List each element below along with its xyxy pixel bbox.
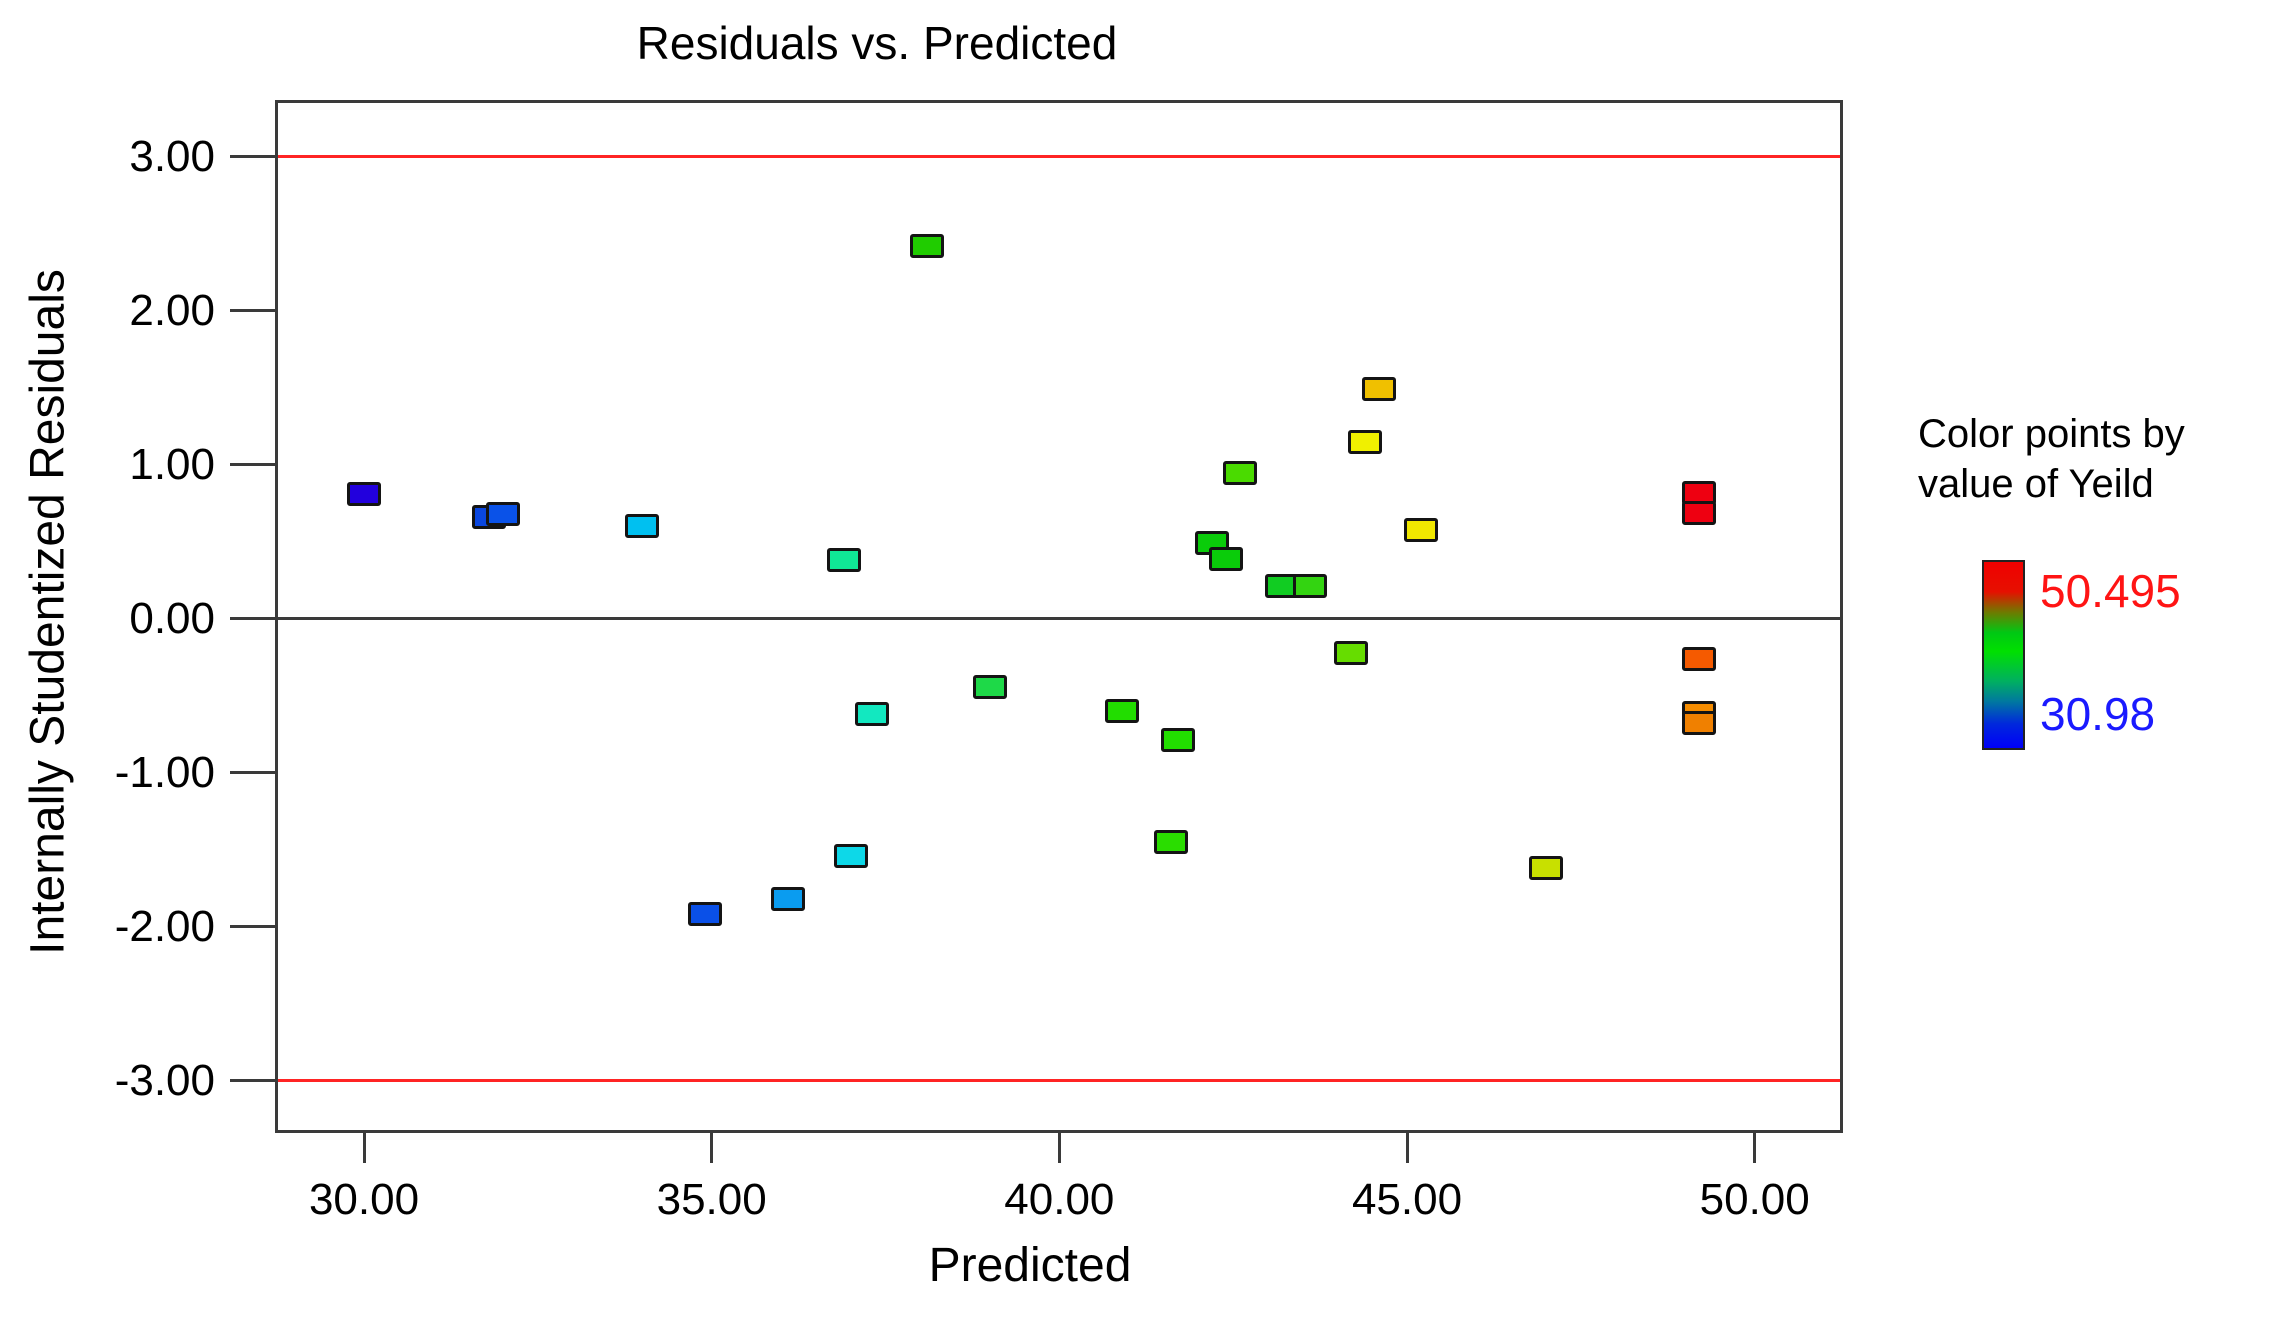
data-point [687,902,722,927]
y-tick-label: 2.00 [129,285,215,335]
legend-title-line2: value of Yeild [1918,462,2154,506]
x-tick-label: 35.00 [656,1175,767,1224]
data-point [910,234,945,259]
data-point [1209,546,1244,571]
y-tick-mark [230,617,275,621]
data-point [1153,830,1188,855]
data-point [771,886,806,911]
data-point [972,674,1007,699]
y-tick-label: -2.00 [114,901,215,951]
x-tick-label: 40.00 [1004,1175,1115,1224]
data-point [486,502,521,527]
data-point [1348,429,1383,454]
legend-title-line1: Color points by [1918,412,2185,456]
data-point [854,702,889,727]
data-point [826,548,861,573]
x-axis-title: Predicted [928,1239,1132,1292]
y-tick-label: 0.00 [129,593,215,643]
legend-min-value: 30.98 [2040,688,2156,740]
data-point [1529,856,1564,881]
data-point [1223,460,1258,485]
x-tick-mark [710,1133,714,1163]
legend-max-value: 50.495 [2040,565,2181,617]
legend-colorbar [1982,560,2025,750]
y-tick-mark [230,155,275,159]
lower-limit-line [278,1079,1840,1083]
x-tick-mark [362,1133,366,1163]
y-tick-mark [230,925,275,929]
zero-residual-line [278,617,1840,621]
data-point [625,514,660,539]
data-point [347,482,381,507]
data-point [1160,728,1195,753]
x-tick-label: 45.00 [1351,1175,1463,1224]
y-tick-label: 1.00 [129,439,215,489]
x-tick-mark [1405,1133,1409,1163]
y-tick-mark [230,309,275,313]
plot-area [275,100,1843,1133]
x-tick-label: 30.00 [308,1175,420,1224]
data-point [1104,699,1139,724]
chart-title: Residuals vs. Predicted [636,17,1118,69]
y-tick-mark [230,771,275,775]
x-tick-mark [1753,1133,1757,1163]
data-point [1403,517,1438,542]
data-point [833,843,868,868]
y-tick-mark [230,1079,275,1083]
x-tick-mark [1057,1133,1061,1163]
x-tick-label: 50.00 [1699,1175,1810,1224]
y-tick-label: 3.00 [129,131,215,181]
upper-limit-line [278,155,1840,159]
data-point [1682,500,1717,525]
data-point [1682,646,1717,671]
y-tick-mark [230,463,275,467]
y-tick-label: -1.00 [114,747,215,797]
data-point [1292,574,1327,599]
data-point [1334,640,1369,665]
data-point [1682,711,1717,736]
data-point [1362,377,1397,402]
y-tick-label: -3.00 [114,1055,215,1105]
